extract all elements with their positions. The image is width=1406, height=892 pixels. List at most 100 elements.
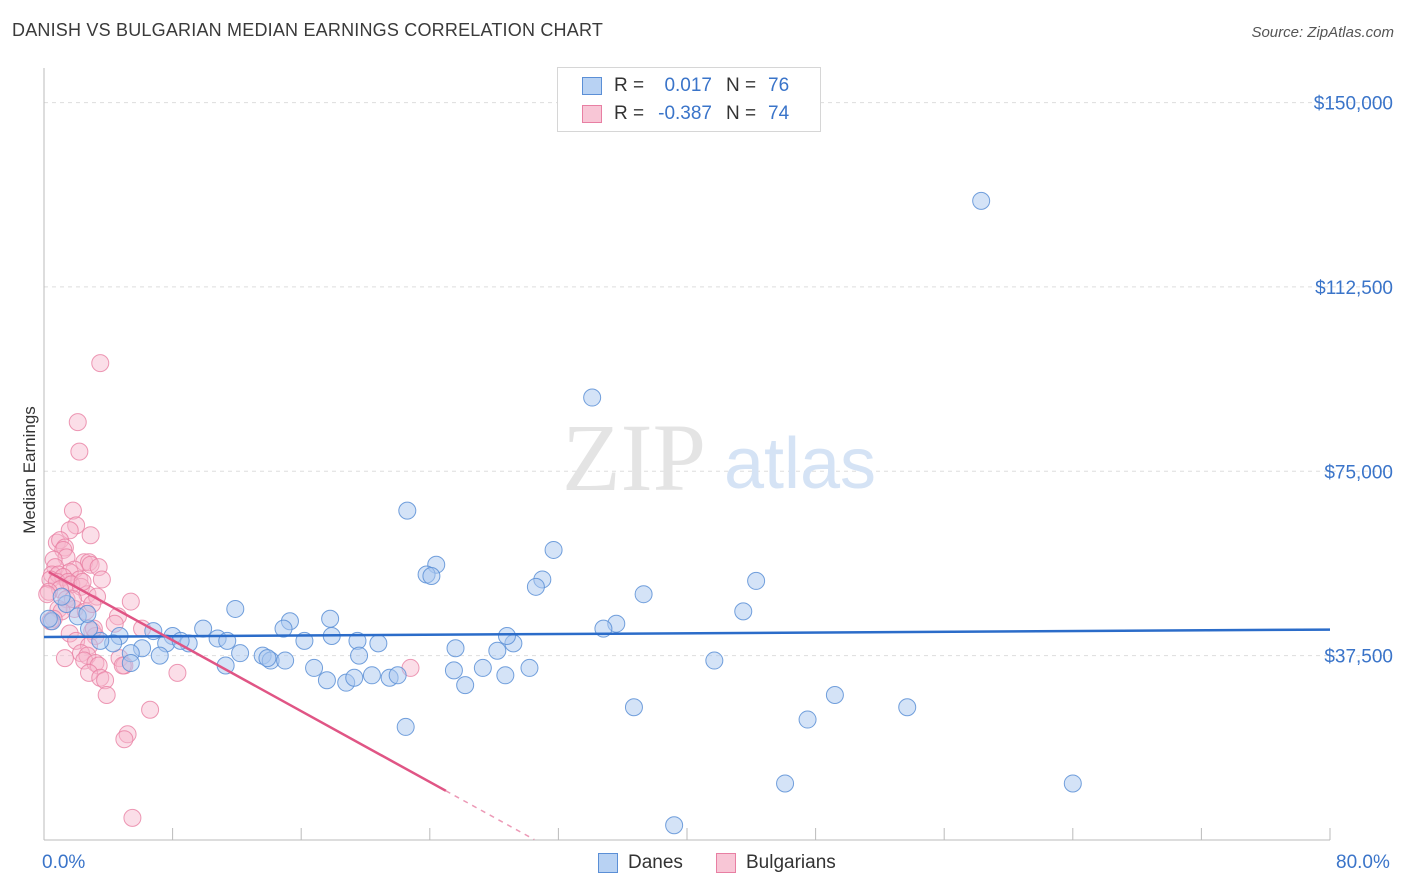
danes-point[interactable] bbox=[497, 626, 516, 645]
danes-point[interactable] bbox=[317, 671, 336, 690]
danes-point[interactable] bbox=[747, 571, 766, 590]
danes-point[interactable] bbox=[362, 666, 381, 685]
danes-point[interactable] bbox=[526, 577, 545, 596]
axis-layer bbox=[43, 68, 1331, 841]
danes-point[interactable] bbox=[388, 666, 407, 685]
danes-point[interactable] bbox=[91, 631, 110, 650]
legend-item-bulgarians[interactable]: Bulgarians bbox=[716, 852, 836, 874]
danes-point[interactable] bbox=[396, 717, 415, 736]
danes-point[interactable] bbox=[544, 540, 563, 559]
danes-legend-label: Danes bbox=[628, 852, 683, 873]
danes-point[interactable] bbox=[520, 658, 539, 677]
danes-n-value: 76 bbox=[768, 75, 790, 96]
bulgarians-point[interactable] bbox=[86, 654, 105, 673]
danes-point[interactable] bbox=[473, 658, 492, 677]
legend-row-danes: R = 0.017 N = 76 bbox=[582, 74, 789, 98]
danes-point[interactable] bbox=[350, 646, 369, 665]
danes-point[interactable] bbox=[274, 619, 293, 638]
watermark-atlas: atlas bbox=[724, 424, 876, 504]
bulgarians-trend-line bbox=[48, 570, 447, 792]
y-tick-label: $75,000 bbox=[1324, 462, 1393, 483]
bulgarians-point[interactable] bbox=[55, 649, 74, 668]
danes-point[interactable] bbox=[276, 651, 295, 670]
trend-lines bbox=[43, 570, 1331, 841]
danes-point[interactable] bbox=[734, 602, 753, 621]
bulgarians-trend-extension bbox=[445, 790, 535, 841]
danes-point[interactable] bbox=[898, 698, 917, 717]
source-label: Source: ZipAtlas.com bbox=[1251, 24, 1394, 41]
danes-point[interactable] bbox=[972, 191, 991, 210]
danes-point[interactable] bbox=[665, 816, 684, 835]
danes-point[interactable] bbox=[705, 651, 724, 670]
bulgarians-legend-swatch bbox=[716, 853, 736, 873]
bulgarians-point[interactable] bbox=[97, 685, 116, 704]
danes-points bbox=[39, 191, 1082, 835]
danes-point[interactable] bbox=[231, 644, 250, 663]
bulgarians-point[interactable] bbox=[141, 700, 160, 719]
bulgarians-n-label: N = bbox=[726, 103, 757, 124]
y-tick-label: $37,500 bbox=[1324, 647, 1393, 668]
watermark-zip: ZIP bbox=[562, 404, 706, 511]
bulgarians-point[interactable] bbox=[60, 521, 79, 540]
bulgarians-point[interactable] bbox=[123, 808, 142, 827]
danes-point[interactable] bbox=[798, 710, 817, 729]
bulgarians-point[interactable] bbox=[80, 663, 99, 682]
danes-point[interactable] bbox=[456, 676, 475, 695]
bulgarians-point[interactable] bbox=[115, 730, 134, 749]
danes-n-label: N = bbox=[726, 75, 757, 96]
bulgarians-point[interactable] bbox=[44, 550, 63, 569]
danes-point[interactable] bbox=[305, 658, 324, 677]
danes-point[interactable] bbox=[776, 774, 795, 793]
danes-point[interactable] bbox=[52, 587, 71, 606]
x-tick-max: 80.0% bbox=[1336, 852, 1390, 873]
danes-point[interactable] bbox=[825, 685, 844, 704]
danes-point[interactable] bbox=[398, 501, 417, 520]
danes-point[interactable] bbox=[39, 609, 58, 628]
danes-point[interactable] bbox=[583, 388, 602, 407]
danes-point[interactable] bbox=[345, 668, 364, 687]
bulgarians-point[interactable] bbox=[81, 526, 100, 545]
danes-swatch bbox=[582, 77, 602, 95]
danes-point[interactable] bbox=[258, 649, 277, 668]
bulgarians-point[interactable] bbox=[68, 413, 87, 432]
danes-point[interactable] bbox=[150, 646, 169, 665]
danes-point[interactable] bbox=[1063, 774, 1082, 793]
legend-row-bulgarians: R = -0.387 N = 74 bbox=[582, 102, 789, 126]
danes-point[interactable] bbox=[446, 639, 465, 658]
danes-point[interactable] bbox=[78, 604, 97, 623]
bulgarians-point[interactable] bbox=[63, 501, 82, 520]
watermark: ZIP atlas bbox=[562, 404, 876, 511]
danes-r-value: 0.017 bbox=[664, 75, 712, 96]
correlation-legend: R = 0.017 N = 76 R = -0.387 N = 74 bbox=[557, 67, 821, 132]
bulgarians-point[interactable] bbox=[118, 725, 137, 744]
bulgarians-point[interactable] bbox=[168, 663, 187, 682]
danes-r-label: R = bbox=[614, 75, 645, 96]
danes-point[interactable] bbox=[369, 634, 388, 653]
bulgarians-point[interactable] bbox=[91, 354, 110, 373]
danes-point[interactable] bbox=[624, 698, 643, 717]
danes-point[interactable] bbox=[226, 599, 245, 618]
bulgarians-point[interactable] bbox=[121, 592, 140, 611]
danes-point[interactable] bbox=[321, 609, 340, 628]
bulgarians-point[interactable] bbox=[70, 442, 89, 461]
bulgarians-r-value: -0.387 bbox=[658, 103, 712, 124]
x-tick-min: 0.0% bbox=[42, 852, 86, 873]
y-tick-labels: $37,500 $75,000 $112,500 $150,000 bbox=[1314, 94, 1393, 668]
bulgarians-point[interactable] bbox=[92, 570, 111, 589]
danes-point[interactable] bbox=[444, 661, 463, 680]
bulgarians-points bbox=[38, 354, 420, 827]
bulgarians-point[interactable] bbox=[96, 671, 115, 690]
legend-item-danes[interactable]: Danes bbox=[598, 852, 683, 874]
bulgarians-point[interactable] bbox=[91, 668, 110, 687]
danes-point[interactable] bbox=[121, 654, 140, 673]
chart-title: DANISH VS BULGARIAN MEDIAN EARNINGS CORR… bbox=[12, 20, 604, 40]
danes-point[interactable] bbox=[488, 641, 507, 660]
danes-point[interactable] bbox=[194, 619, 213, 638]
danes-point[interactable] bbox=[496, 666, 515, 685]
bulgarians-swatch bbox=[582, 105, 602, 123]
danes-point[interactable] bbox=[634, 585, 653, 604]
danes-legend-swatch bbox=[598, 853, 618, 873]
danes-point[interactable] bbox=[422, 567, 441, 586]
bulgarians-r-label: R = bbox=[614, 103, 645, 124]
